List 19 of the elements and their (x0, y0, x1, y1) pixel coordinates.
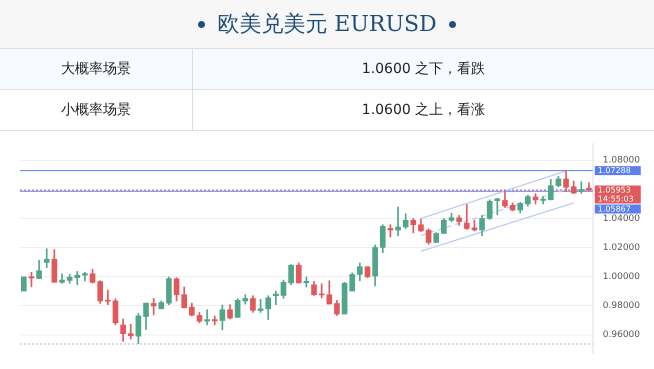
text: 14:55:03 (598, 194, 634, 204)
candlestick (59, 274, 65, 284)
chart-title: 欧美兑美元 EURUSD (217, 11, 437, 39)
ref-line-label: 1.05953 (598, 185, 631, 194)
text: 1.0600 之上，看涨 (192, 90, 654, 130)
candlestick (28, 272, 34, 288)
y-tick-label: 0.96000 (602, 330, 640, 340)
ref-line-label: 1.05867 (598, 204, 631, 214)
candlestick (258, 299, 264, 313)
text: 大概率场景 (0, 49, 192, 90)
y-tick-label: 1.08000 (602, 156, 640, 166)
y-tick-label: 1.00000 (602, 272, 640, 282)
y-tick-label: 1.04000 (602, 214, 640, 224)
text: 小概率场景 (0, 90, 192, 130)
y-tick-label: 1.02000 (602, 242, 640, 253)
candlestick (395, 206, 401, 236)
ref-line-label: 1.07288 (598, 166, 631, 176)
y-tick-label: 0.98000 (602, 301, 640, 312)
text: 1.0600 之下，看跌 (192, 49, 654, 90)
